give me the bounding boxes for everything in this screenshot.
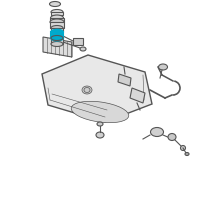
Polygon shape bbox=[51, 38, 63, 44]
Polygon shape bbox=[51, 12, 63, 15]
Ellipse shape bbox=[51, 29, 63, 34]
Ellipse shape bbox=[82, 86, 92, 94]
Ellipse shape bbox=[96, 132, 104, 138]
Ellipse shape bbox=[50, 1, 60, 6]
Ellipse shape bbox=[185, 152, 189, 156]
Polygon shape bbox=[42, 55, 152, 122]
Ellipse shape bbox=[51, 9, 63, 15]
Polygon shape bbox=[130, 88, 145, 103]
Ellipse shape bbox=[158, 64, 168, 70]
Ellipse shape bbox=[151, 128, 164, 136]
Ellipse shape bbox=[50, 15, 64, 21]
Ellipse shape bbox=[97, 122, 103, 126]
Ellipse shape bbox=[80, 47, 86, 51]
Polygon shape bbox=[50, 18, 64, 22]
Ellipse shape bbox=[51, 25, 63, 30]
Polygon shape bbox=[51, 32, 63, 38]
Ellipse shape bbox=[51, 42, 63, 46]
Polygon shape bbox=[51, 28, 63, 32]
Polygon shape bbox=[43, 37, 72, 57]
Ellipse shape bbox=[50, 19, 64, 25]
Polygon shape bbox=[118, 74, 131, 86]
Ellipse shape bbox=[71, 101, 129, 123]
Polygon shape bbox=[50, 22, 64, 28]
Ellipse shape bbox=[51, 36, 63, 40]
Polygon shape bbox=[73, 38, 83, 45]
Ellipse shape bbox=[168, 134, 176, 140]
Ellipse shape bbox=[180, 146, 186, 150]
